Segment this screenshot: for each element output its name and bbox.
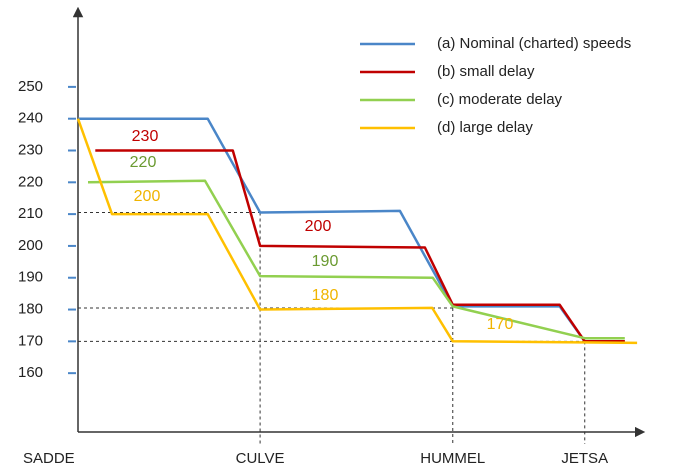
y-tick-label: 170 xyxy=(18,332,43,349)
segment-label: 220 xyxy=(130,154,157,171)
y-tick-label: 200 xyxy=(18,237,43,254)
y-tick-label: 240 xyxy=(18,110,43,127)
y-tick-label: 250 xyxy=(18,78,43,95)
segment-label: 180 xyxy=(312,287,339,304)
series-line xyxy=(95,149,625,343)
y-tick-label: 190 xyxy=(18,269,43,286)
legend-label: (d) large delay xyxy=(437,119,533,136)
y-tick-label: 210 xyxy=(18,205,43,222)
segment-label: 170 xyxy=(487,316,514,333)
legend-label: (b) small delay xyxy=(437,63,535,80)
segment-label: 230 xyxy=(132,128,159,145)
y-tick-label: 230 xyxy=(18,141,43,158)
legend-label: (c) moderate delay xyxy=(437,91,563,108)
segment-label: 190 xyxy=(312,253,339,270)
x-tick-label: HUMMEL xyxy=(420,450,485,467)
segment-label: 200 xyxy=(134,188,161,205)
y-tick-label: 160 xyxy=(18,364,43,381)
series-line xyxy=(87,179,625,340)
legend-label: (a) Nominal (charted) speeds xyxy=(437,35,631,52)
segment-label: 200 xyxy=(305,218,332,235)
y-tick-label: 180 xyxy=(18,301,43,318)
y-tick-label: 220 xyxy=(18,173,43,190)
series-line xyxy=(76,118,638,345)
x-tick-label: SADDE xyxy=(23,450,75,467)
x-tick-label: JETSA xyxy=(561,450,608,467)
x-tick-label: CULVE xyxy=(236,450,285,467)
